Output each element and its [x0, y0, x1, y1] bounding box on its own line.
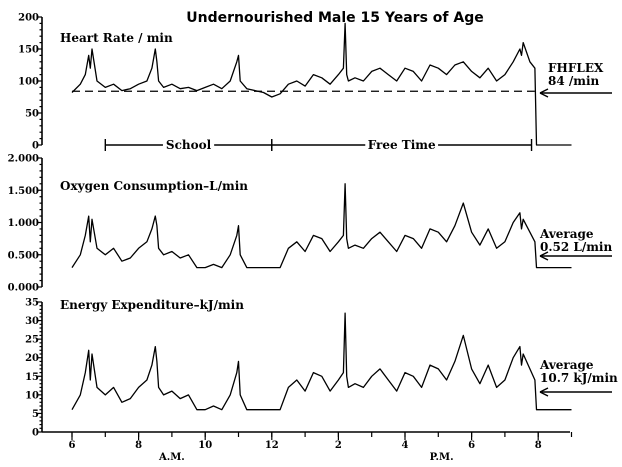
- y-tick-label: 20: [25, 353, 39, 364]
- x-tick-label: 6: [69, 440, 76, 451]
- series-line-panel-2: [71, 183, 572, 269]
- reference-label-panel-1: 84 /min: [548, 74, 600, 88]
- period-label: School: [166, 138, 212, 152]
- y-tick-label: 0.500: [8, 250, 39, 261]
- x-tick-label: 8: [535, 440, 542, 451]
- x-tick-label: 10: [198, 440, 212, 451]
- y-tick-label: 50: [25, 109, 39, 120]
- period-label-backdrop: [365, 138, 439, 152]
- y-tick-label: 10: [25, 390, 39, 401]
- reference-label-panel-2: 0.52 L/min: [540, 240, 612, 254]
- x-tick-label: 4: [402, 440, 409, 451]
- period-label: Free Time: [368, 138, 436, 152]
- y-tick-label: 2.000: [8, 154, 39, 165]
- y-tick-label: 0: [32, 141, 39, 152]
- x-tick-label: 12: [265, 440, 279, 451]
- x-tick-label: 6: [468, 440, 475, 451]
- y-tick-label: 1.500: [8, 186, 39, 197]
- reference-arrow-head: [539, 251, 549, 261]
- y-tick-label: 0.000: [8, 283, 39, 294]
- y-tick-label: 100: [18, 77, 39, 88]
- x-tick-label: 2: [335, 440, 342, 451]
- axes-layer: 0 50 100 150 200 0.000 0.500 1.000 1.500 2.000 0 5 1…: [8, 13, 573, 463]
- series-layer: [71, 22, 572, 411]
- y-tick-label: 0: [32, 428, 39, 439]
- x-tick-label: 8: [135, 440, 142, 451]
- chart-title: Undernourished Male 15 Years of Age: [186, 10, 483, 26]
- reference-label-panel-3: 10.7 kJ/min: [540, 371, 618, 385]
- y-tick-label: 25: [25, 335, 39, 346]
- reference-arrow-head: [539, 88, 549, 98]
- y-tick-label: 15: [25, 372, 39, 383]
- reference-label-panel-3: Average: [539, 358, 594, 372]
- panel-label-2: Oxygen Consumption–L/min: [60, 179, 248, 193]
- y-tick-label: 1.000: [8, 218, 39, 229]
- y-tick-label: 35: [25, 298, 39, 309]
- panel-label-1: Heart Rate / min: [60, 31, 173, 45]
- y-tick-label: 5: [32, 409, 39, 420]
- reference-arrow-head: [539, 387, 549, 397]
- y-tick-label: 30: [25, 316, 39, 327]
- panel-label-3: Energy Expenditure–kJ/min: [60, 298, 244, 312]
- y-tick-label: 150: [18, 45, 39, 56]
- reference-label-panel-2: Average: [539, 227, 594, 241]
- x-period-label: A.M.: [158, 452, 185, 463]
- y-tick-label: 200: [18, 13, 39, 24]
- x-period-label: P.M.: [430, 452, 454, 463]
- period-label-backdrop: [162, 138, 215, 152]
- reference-label-panel-1: FHFLEX: [548, 61, 604, 75]
- series-line-panel-1: [71, 22, 572, 146]
- series-line-panel-3: [71, 312, 572, 411]
